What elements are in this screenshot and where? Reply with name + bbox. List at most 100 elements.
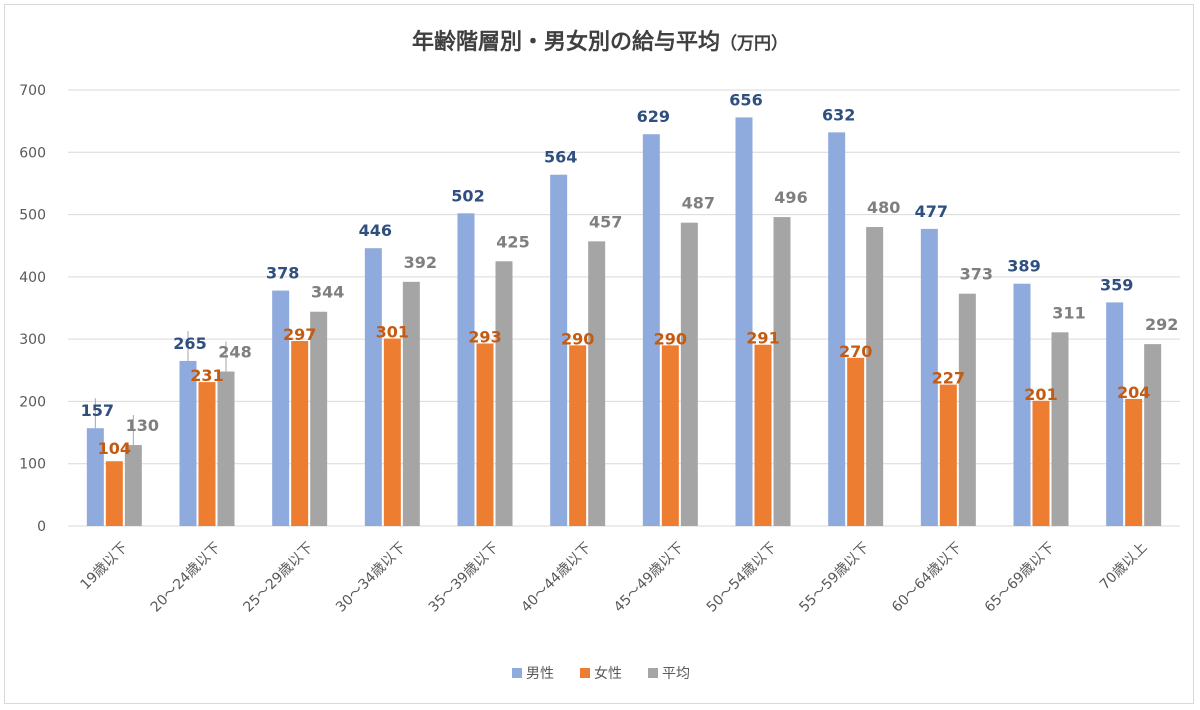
x-tick-label: 25～29歳以下 — [240, 540, 316, 616]
data-label-男性: 564 — [544, 148, 577, 167]
data-label-女性: 227 — [932, 369, 965, 388]
bar-平均-19歳以下 — [124, 445, 142, 526]
y-tick-label: 0 — [37, 519, 46, 535]
legend-swatch-女性 — [580, 668, 590, 678]
bar-男性-30～34歳以下 — [364, 248, 382, 526]
bar-平均-20～24歳以下 — [217, 371, 235, 526]
legend-swatch-男性 — [512, 668, 522, 678]
data-label-女性: 201 — [1024, 385, 1057, 404]
bar-男性-50～54歳以下 — [735, 117, 753, 527]
bar-男性-65～69歳以下 — [1013, 283, 1031, 526]
data-label-平均: 496 — [774, 188, 807, 207]
x-tick-label: 35～39歳以下 — [426, 540, 502, 616]
bar-女性-50～54歳以下 — [754, 344, 772, 526]
bar-女性-20～24歳以下 — [198, 382, 216, 526]
y-tick-label: 200 — [19, 394, 46, 410]
bar-女性-30～34歳以下 — [383, 338, 401, 526]
x-tick-label: 45～49歳以下 — [611, 540, 687, 616]
bar-男性-40～44歳以下 — [550, 174, 568, 527]
x-tick-label: 20～24歳以下 — [148, 540, 224, 616]
data-label-男性: 359 — [1100, 275, 1133, 294]
data-label-女性: 293 — [468, 328, 501, 347]
chart-title-unit: （万円） — [720, 34, 788, 54]
data-label-平均: 311 — [1052, 303, 1085, 322]
bar-男性-35～39歳以下 — [457, 213, 475, 526]
bar-平均-30～34歳以下 — [402, 281, 420, 526]
data-label-女性: 231 — [190, 366, 223, 385]
x-tick-label: 19歳以下 — [78, 540, 132, 594]
data-label-平均: 373 — [960, 265, 993, 284]
data-label-男性: 446 — [359, 221, 392, 240]
bar-男性-60～64歳以下 — [920, 228, 938, 526]
bar-平均-50～54歳以下 — [773, 217, 791, 526]
bar-女性-55～59歳以下 — [847, 357, 865, 526]
bar-男性-70歳以上 — [1106, 302, 1124, 526]
x-tick-label: 70歳以上 — [1097, 540, 1151, 594]
chart-title: 年齢階層別・男女別の給与平均（万円） — [0, 24, 1200, 56]
legend-label-男性: 男性 — [526, 666, 554, 682]
bar-女性-70歳以上 — [1125, 398, 1143, 526]
label-layer: 157 104 130 265 231 248 378 297 344 446 301 392 502 2… — [81, 90, 1179, 458]
data-label-女性: 270 — [839, 342, 872, 361]
data-label-女性: 104 — [98, 439, 131, 458]
data-label-男性: 378 — [266, 264, 299, 283]
bar-男性-19歳以下 — [86, 428, 104, 526]
chart-title-text: 年齢階層別・男女別の給与平均 — [411, 30, 720, 55]
y-tick-label: 700 — [19, 83, 46, 99]
bar-平均-35～39歳以下 — [495, 261, 513, 526]
data-label-平均: 425 — [496, 232, 529, 251]
legend-label-女性: 女性 — [594, 665, 622, 682]
bar-男性-55～59歳以下 — [828, 132, 846, 526]
bar-平均-65～69歳以下 — [1051, 332, 1069, 526]
data-label-男性: 389 — [1007, 257, 1040, 276]
data-label-平均: 292 — [1145, 315, 1178, 334]
data-label-平均: 130 — [126, 416, 159, 435]
x-tick-label: 40～44歳以下 — [518, 540, 594, 616]
y-tick-label: 100 — [19, 457, 46, 473]
bar-平均-45～49歳以下 — [680, 222, 698, 526]
x-tick-label: 30～34歳以下 — [333, 540, 409, 616]
legend-label-平均: 平均 — [662, 666, 690, 682]
bar-layer — [86, 117, 1162, 527]
y-tick-label: 400 — [19, 270, 46, 286]
bar-平均-55～59歳以下 — [866, 227, 884, 526]
bar-平均-60～64歳以下 — [958, 293, 976, 526]
leader-layer — [94, 330, 227, 446]
data-label-女性: 290 — [654, 329, 687, 348]
data-label-女性: 301 — [376, 323, 409, 342]
x-tick-label: 55～59歳以下 — [796, 540, 872, 616]
data-label-男性: 629 — [637, 107, 670, 126]
x-tick-label: 65～69歳以下 — [982, 540, 1058, 616]
bar-男性-25～29歳以下 — [272, 290, 290, 526]
bar-女性-45～49歳以下 — [661, 345, 679, 526]
y-tick-label: 600 — [19, 145, 46, 161]
data-label-男性: 632 — [822, 105, 855, 124]
data-label-平均: 344 — [311, 283, 344, 302]
data-label-男性: 157 — [81, 401, 114, 420]
y-tick-label: 500 — [19, 208, 46, 224]
bar-女性-60～64歳以下 — [939, 384, 957, 526]
bar-女性-40～44歳以下 — [569, 345, 587, 526]
data-label-女性: 204 — [1117, 383, 1150, 402]
bar-平均-70歳以上 — [1144, 344, 1162, 526]
data-label-平均: 480 — [867, 198, 900, 217]
data-label-男性: 656 — [729, 90, 762, 109]
data-label-女性: 297 — [283, 325, 316, 344]
x-tick-label: 60～64歳以下 — [889, 540, 965, 616]
data-label-男性: 265 — [173, 334, 206, 353]
bar-女性-19歳以下 — [105, 461, 123, 526]
data-label-平均: 487 — [682, 194, 715, 213]
data-label-男性: 477 — [915, 202, 948, 221]
data-label-男性: 502 — [451, 186, 484, 205]
legend: 男性 女性 平均 — [512, 665, 690, 682]
bar-女性-25～29歳以下 — [291, 341, 309, 526]
bar-男性-45～49歳以下 — [642, 134, 660, 527]
data-label-女性: 290 — [561, 329, 594, 348]
y-tick-label: 300 — [19, 332, 46, 348]
bar-平均-25～29歳以下 — [310, 311, 328, 526]
bar-平均-40～44歳以下 — [588, 241, 606, 526]
bar-男性-20～24歳以下 — [179, 360, 197, 526]
data-label-平均: 457 — [589, 212, 622, 231]
bar-女性-65～69歳以下 — [1032, 400, 1050, 526]
